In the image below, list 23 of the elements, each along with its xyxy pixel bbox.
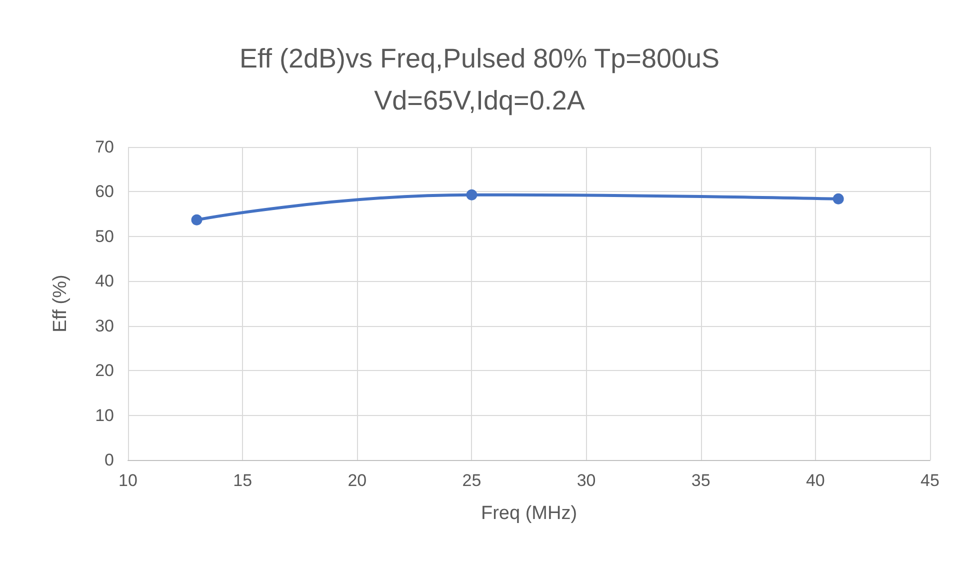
chart-subtitle: Vd=65V,Idq=0.2A [374,86,585,116]
y-tick-label: 0 [104,450,114,470]
y-axis-title: Eff (%) [50,274,71,332]
x-tick-label: 30 [576,471,596,490]
x-tick-label: 25 [462,471,482,490]
y-tick-label: 50 [95,226,114,246]
y-tick-label: 30 [95,316,114,336]
chart-title: Eff (2dB)vs Freq,Pulsed 80% Tp=800uS [239,44,720,74]
y-tick-label: 40 [95,272,114,291]
x-tick-label: 20 [348,471,367,490]
x-axis-title: Freq (MHz) [480,503,578,524]
point [191,214,202,226]
y-tick-label: 70 [95,138,114,156]
point [832,193,844,204]
y-tick-label: 60 [95,182,114,202]
point [466,189,478,200]
x-tick-label: 40 [806,471,825,490]
y-tick-label: 20 [95,361,114,380]
x-tick-label: 35 [691,471,710,490]
y-tick-label: 10 [95,406,114,425]
x-tick-label: 45 [920,471,940,490]
x-tick-label: 15 [233,471,252,490]
x-tick-label: 10 [118,471,138,490]
